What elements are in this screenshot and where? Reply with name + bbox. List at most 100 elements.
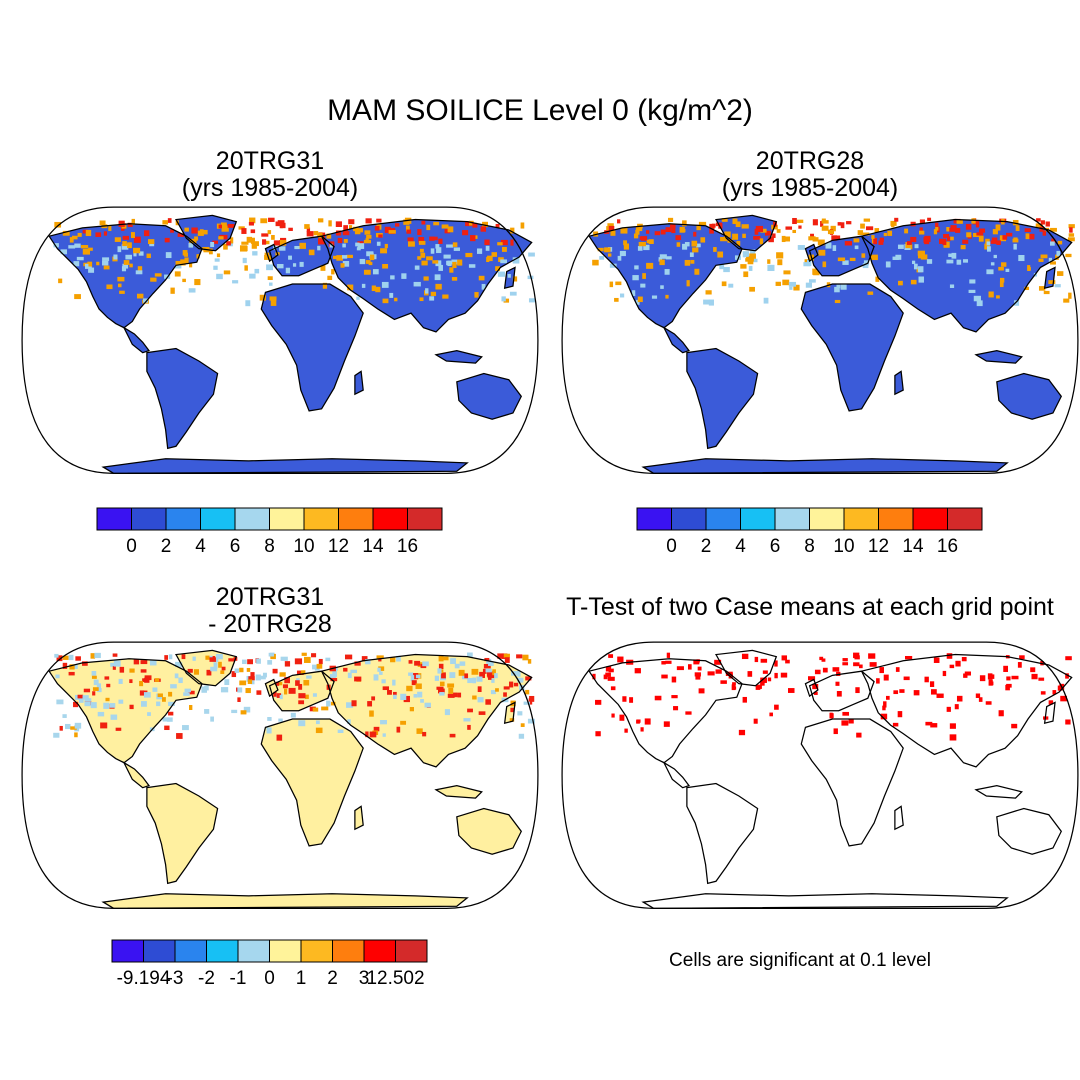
- land-indonesia: [976, 350, 1022, 364]
- colorbar-tick-label: -2: [198, 968, 215, 989]
- colorbar-tick-label: 4: [735, 536, 746, 557]
- map-border: [21, 206, 539, 474]
- colorbar-swatch: [774, 507, 810, 531]
- colorbar-tick-label: -3: [167, 968, 184, 989]
- land-australia: [456, 373, 522, 420]
- colorbar-swatch: [407, 507, 443, 531]
- colorbar-tick-label: 12: [868, 536, 889, 557]
- coastlines: [48, 649, 533, 909]
- land-japan: [504, 267, 516, 289]
- colorbar-tick-label: 12: [328, 536, 349, 557]
- land-centralamerica: [664, 327, 689, 353]
- colorbar-swatch: [740, 507, 776, 531]
- colorbar-tick-label: 6: [230, 536, 241, 557]
- coastlines: [48, 214, 533, 474]
- colorbar-swatch: [363, 939, 396, 963]
- colorbar-swatch: [947, 507, 983, 531]
- colorbar-swatch: [809, 507, 845, 531]
- panel-title-diff-line1: 20TRG31: [215, 583, 325, 611]
- field-pattern: [592, 217, 1075, 307]
- colorbar-swatch: [234, 507, 270, 531]
- panel-title-case2-line1: 20TRG28: [755, 147, 865, 175]
- colorbar-1: 0 2 4 6 8 10 12 14 16: [636, 507, 983, 557]
- colorbar-swatch: [269, 507, 305, 531]
- colorbar-tick-label: -9.194: [117, 968, 171, 989]
- map-panel-significance: [561, 641, 1079, 909]
- land-asia: [321, 219, 532, 332]
- land-asia: [321, 654, 532, 767]
- land-africa: [261, 719, 364, 846]
- land-madagascar: [894, 371, 904, 395]
- land-fill: [49, 650, 532, 909]
- panel-title-case1-line2: (yrs 1985-2004): [181, 174, 359, 202]
- colorbar-tick-label: -1: [230, 968, 247, 989]
- panel-title-case2-line2: (yrs 1985-2004): [721, 174, 899, 202]
- colorbar-tick-label: 6: [770, 536, 781, 557]
- land-africa: [801, 284, 904, 411]
- colorbar-0: 0 2 4 6 8 10 12 14 16: [96, 507, 443, 557]
- colorbar-swatch: [200, 507, 236, 531]
- colorbar-swatch: [671, 507, 707, 531]
- colorbar-swatch: [705, 507, 741, 531]
- land-antarctica: [103, 458, 468, 474]
- land-antarctica: [103, 893, 468, 909]
- map-panel-case1: [21, 206, 539, 474]
- colorbar-swatch: [165, 507, 201, 531]
- colorbar-swatch: [843, 507, 879, 531]
- colorbar-tick-label: 8: [264, 536, 275, 557]
- colorbar-tick-label: 2: [701, 536, 712, 557]
- panel-title-difference: 20TRG31 - 20TRG28: [140, 584, 400, 638]
- colorbar-swatch: [878, 507, 914, 531]
- land-australia: [456, 808, 522, 855]
- panel-title-ttest: T-Test of two Case means at each grid po…: [566, 593, 1054, 621]
- land-asia: [861, 219, 1072, 332]
- colorbar-swatch: [111, 939, 144, 963]
- coastlines: [588, 214, 1073, 474]
- ocean: [562, 642, 1078, 909]
- colorbar-swatch: [912, 507, 948, 531]
- colorbar-tick-label: 1: [296, 968, 307, 989]
- colorbar-swatch: [206, 939, 239, 963]
- significance-note: Cells are significant at 0.1 level: [669, 950, 931, 971]
- colorbar-tick-label: 12.502: [366, 968, 424, 989]
- colorbar-tick-label: 14: [902, 536, 924, 557]
- land-madagascar: [354, 806, 364, 830]
- colorbar-swatch: [131, 507, 167, 531]
- field-pattern: [53, 217, 536, 307]
- land-northamerica: [49, 658, 203, 763]
- land-antarctica: [643, 458, 1008, 474]
- colorbar-tick-label: 10: [833, 536, 854, 557]
- colorbar-swatch: [338, 507, 374, 531]
- panel-title-diff-line2: - 20TRG28: [208, 610, 332, 638]
- colorbar-tick-label: 3: [359, 968, 370, 989]
- colorbar-swatch: [143, 939, 176, 963]
- land-centralamerica: [124, 762, 149, 788]
- land-africa: [261, 284, 364, 411]
- colorbar-swatch: [174, 939, 207, 963]
- colorbar-tick-label: 10: [293, 536, 314, 557]
- colorbar-swatch: [636, 507, 672, 531]
- figure-title: MAM SOILICE Level 0 (kg/m^2): [327, 94, 753, 127]
- colorbar-tick-label: 14: [362, 536, 384, 557]
- land-centralamerica: [124, 327, 149, 353]
- map-panel-difference: [21, 641, 539, 909]
- coastlines: [588, 649, 1073, 909]
- colorbar-swatch: [395, 939, 428, 963]
- land-indonesia: [436, 785, 482, 799]
- map-border: [21, 641, 539, 909]
- map-border: [561, 641, 1079, 909]
- colorbar-swatch: [300, 939, 333, 963]
- colorbar-tick-label: 8: [804, 536, 815, 557]
- map-panel-case2: [561, 206, 1079, 474]
- colorbar-swatch: [237, 939, 270, 963]
- colorbar-tick-label: 16: [397, 536, 418, 557]
- field-pattern: [53, 652, 535, 741]
- colorbar-tick-label: 0: [264, 968, 275, 989]
- map-border: [561, 206, 1079, 474]
- land-madagascar: [354, 371, 364, 395]
- colorbar-swatch: [96, 507, 132, 531]
- colorbar-tick-label: 0: [126, 536, 137, 557]
- colorbar-tick-label: 4: [195, 536, 206, 557]
- land-australia: [996, 373, 1062, 420]
